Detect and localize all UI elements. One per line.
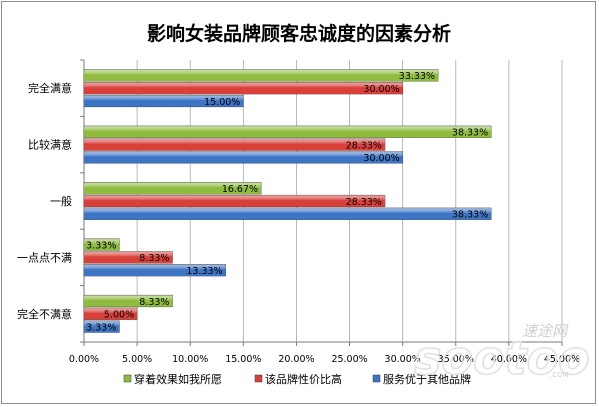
category-label: 比较满意 — [28, 138, 72, 152]
legend-label: 穿着效果如我所愿 — [134, 372, 222, 386]
data-label: 28.33% — [346, 197, 382, 208]
data-labels: 33.33%30.00%15.00%38.33%28.33%30.00%16.6… — [86, 71, 488, 333]
category-label: 一般 — [50, 195, 72, 208]
data-label: 28.33% — [346, 140, 382, 151]
data-label: 33.33% — [399, 71, 435, 82]
bar-shine — [84, 195, 385, 207]
data-label: 38.33% — [452, 210, 488, 221]
x-tick-label: 5.00% — [122, 354, 152, 365]
bar-shine — [84, 95, 244, 107]
data-label: 3.33% — [86, 322, 116, 333]
data-label: 5.00% — [104, 310, 134, 321]
x-tick-label: 40.00% — [491, 354, 527, 365]
tick-labels: 0.00% 5.00% 10.00% 15.00% 20.00% 25.00% 30.00%… — [69, 354, 580, 365]
x-tick-label: 20.00% — [278, 354, 314, 365]
watermark: 速途网 sootoo .COM — [413, 322, 590, 386]
data-label: 30.00% — [363, 153, 399, 164]
bar-shine — [84, 82, 403, 94]
x-tick-label: 35.00% — [438, 354, 474, 365]
bar-shine — [84, 251, 173, 264]
legend-label: 该品牌性价比高 — [265, 372, 342, 386]
bar-shine — [84, 295, 173, 307]
data-label: 15.00% — [204, 97, 240, 108]
chart-title: 影响女装品牌顾客忠诚度的因素分析 — [147, 22, 451, 45]
bar-shine — [84, 138, 385, 151]
legend: 穿着效果如我所愿 该品牌性价比高 服务优于其他品牌 — [123, 372, 471, 386]
watermark-domain: .COM — [550, 371, 569, 379]
data-label: 16.67% — [222, 184, 258, 195]
category-label: 完全不满意 — [17, 307, 72, 321]
bars — [83, 69, 492, 333]
bar-shine — [84, 126, 492, 138]
data-label: 8.33% — [139, 297, 169, 308]
data-label: 38.33% — [452, 128, 488, 139]
bar-shine — [84, 320, 120, 333]
legend-swatch — [123, 374, 132, 383]
data-label: 3.33% — [86, 240, 116, 251]
data-label: 13.33% — [186, 266, 222, 277]
data-label: 8.33% — [139, 253, 169, 264]
bar-shine — [84, 151, 403, 164]
x-tick-label: 25.00% — [331, 354, 367, 365]
bar-shine — [84, 238, 120, 251]
bar-shine — [84, 208, 492, 220]
bar-shine — [84, 182, 262, 194]
category-label: 一点点不满 — [17, 251, 72, 264]
watermark-site-cn: 速途网 — [522, 322, 569, 340]
x-tick-label: 15.00% — [225, 354, 261, 365]
x-tick-label: 10.00% — [172, 354, 208, 365]
x-tick-label: 45.00% — [544, 354, 580, 365]
category-label: 完全满意 — [28, 81, 72, 95]
x-tick-label: 0.00% — [69, 354, 99, 365]
watermark-site-en: sootoo — [414, 331, 590, 385]
bar-shine — [84, 69, 439, 82]
legend-swatch — [372, 374, 381, 383]
x-tick-label: 30.00% — [385, 354, 421, 365]
bar-shine — [84, 308, 138, 320]
legend-label: 服务优于其他品牌 — [383, 372, 471, 386]
data-label: 30.00% — [363, 84, 399, 95]
legend-swatch — [254, 374, 263, 383]
bar-shine — [84, 264, 226, 276]
